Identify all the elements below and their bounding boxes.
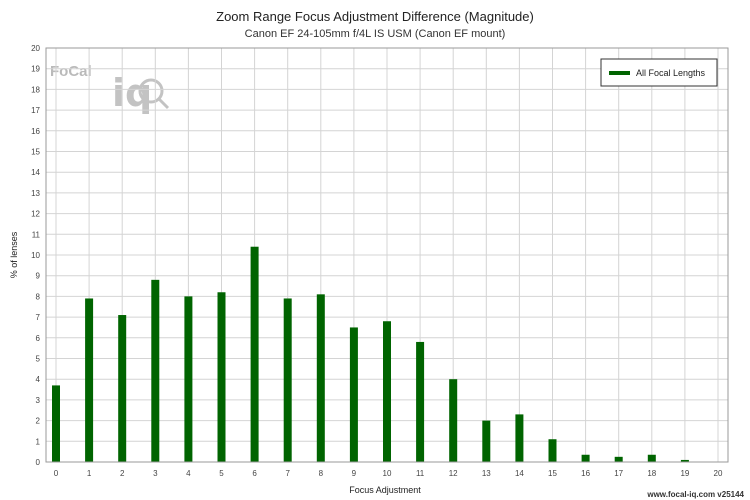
- x-axis: 0 1 2 3 4 5 6 7 8 9 10 11 12 13 14 15 16 17 18 19 20: [54, 469, 723, 478]
- x-tick-label: 3: [153, 469, 158, 478]
- x-tick-label: 16: [581, 469, 590, 478]
- x-tick-label: 10: [383, 469, 392, 478]
- chart-subtitle: Canon EF 24-105mm f/4L IS USM (Canon EF …: [245, 28, 506, 40]
- footer-credit: www.focal-iq.com v25144: [646, 490, 744, 499]
- x-tick-label: 9: [352, 469, 357, 478]
- x-tick-label: 11: [416, 469, 425, 478]
- x-tick-label: 17: [614, 469, 623, 478]
- y-tick-label: 9: [36, 272, 41, 281]
- bar: [283, 298, 292, 462]
- bar: [581, 454, 590, 462]
- y-tick-label: 0: [36, 458, 41, 467]
- x-tick-label: 14: [515, 469, 524, 478]
- bar: [449, 379, 458, 462]
- y-tick-label: 18: [31, 85, 40, 94]
- bar: [151, 279, 160, 462]
- y-tick-label: 7: [36, 313, 41, 322]
- x-tick-label: 5: [219, 469, 224, 478]
- y-tick-label: 8: [36, 292, 41, 301]
- bar-series: [52, 246, 689, 462]
- x-tick-label: 6: [252, 469, 257, 478]
- bar: [680, 459, 689, 462]
- legend-box: [600, 58, 718, 87]
- x-tick-label: 7: [285, 469, 290, 478]
- y-tick-label: 13: [31, 189, 40, 198]
- bar: [85, 298, 94, 462]
- magnifier-icon: [138, 78, 164, 104]
- x-tick-label: 19: [680, 469, 689, 478]
- x-tick-label: 13: [482, 469, 491, 478]
- y-tick-label: 5: [36, 355, 41, 364]
- y-tick-label: 15: [31, 148, 40, 157]
- magnifier-handle-icon: [157, 97, 170, 110]
- y-tick-label: 3: [36, 396, 41, 405]
- bar: [515, 414, 524, 462]
- x-tick-label: 4: [186, 469, 191, 478]
- x-tick-label: 20: [714, 469, 723, 478]
- x-axis-label: Focus Adjustment: [349, 485, 421, 495]
- bar: [217, 292, 226, 462]
- y-tick-label: 14: [31, 168, 40, 177]
- x-tick-label: 2: [120, 469, 125, 478]
- y-tick-label: 17: [31, 106, 40, 115]
- x-tick-label: 0: [54, 469, 59, 478]
- bar: [52, 385, 60, 462]
- bar: [250, 246, 259, 462]
- bar: [118, 315, 127, 462]
- y-tick-label: 16: [31, 127, 40, 136]
- bar: [316, 294, 325, 462]
- bar: [383, 321, 391, 462]
- bar: [647, 454, 656, 462]
- y-tick-label: 10: [31, 251, 40, 260]
- y-axis-label: % of lenses: [9, 231, 19, 278]
- bar: [614, 456, 623, 462]
- y-tick-label: 4: [36, 375, 41, 384]
- watermark-logo-text: FoCal: [50, 63, 92, 80]
- x-tick-label: 1: [87, 469, 92, 478]
- x-tick-label: 18: [647, 469, 656, 478]
- bar: [416, 341, 425, 462]
- y-tick-label: 2: [36, 417, 41, 426]
- plot-area-border: [45, 47, 729, 463]
- bar: [548, 439, 557, 462]
- x-tick-label: 15: [548, 469, 557, 478]
- watermark-logo: FoCal iq: [50, 63, 170, 115]
- bar: [482, 420, 491, 462]
- y-tick-label: 12: [31, 210, 40, 219]
- x-tick-label: 12: [449, 469, 458, 478]
- bar: [349, 327, 358, 462]
- legend: All Focal Lengths: [600, 58, 718, 87]
- y-tick-label: 6: [36, 334, 41, 343]
- y-tick-label: 20: [31, 44, 40, 53]
- y-tick-label: 19: [31, 65, 40, 74]
- x-tick-label: 8: [319, 469, 324, 478]
- y-tick-label: 11: [32, 230, 41, 239]
- bar: [184, 296, 193, 462]
- y-tick-label: 1: [36, 437, 41, 446]
- legend-label: All Focal Lengths: [636, 68, 706, 78]
- watermark-logo-mark: iq: [112, 71, 152, 115]
- chart-title: Zoom Range Focus Adjustment Difference (…: [216, 9, 534, 24]
